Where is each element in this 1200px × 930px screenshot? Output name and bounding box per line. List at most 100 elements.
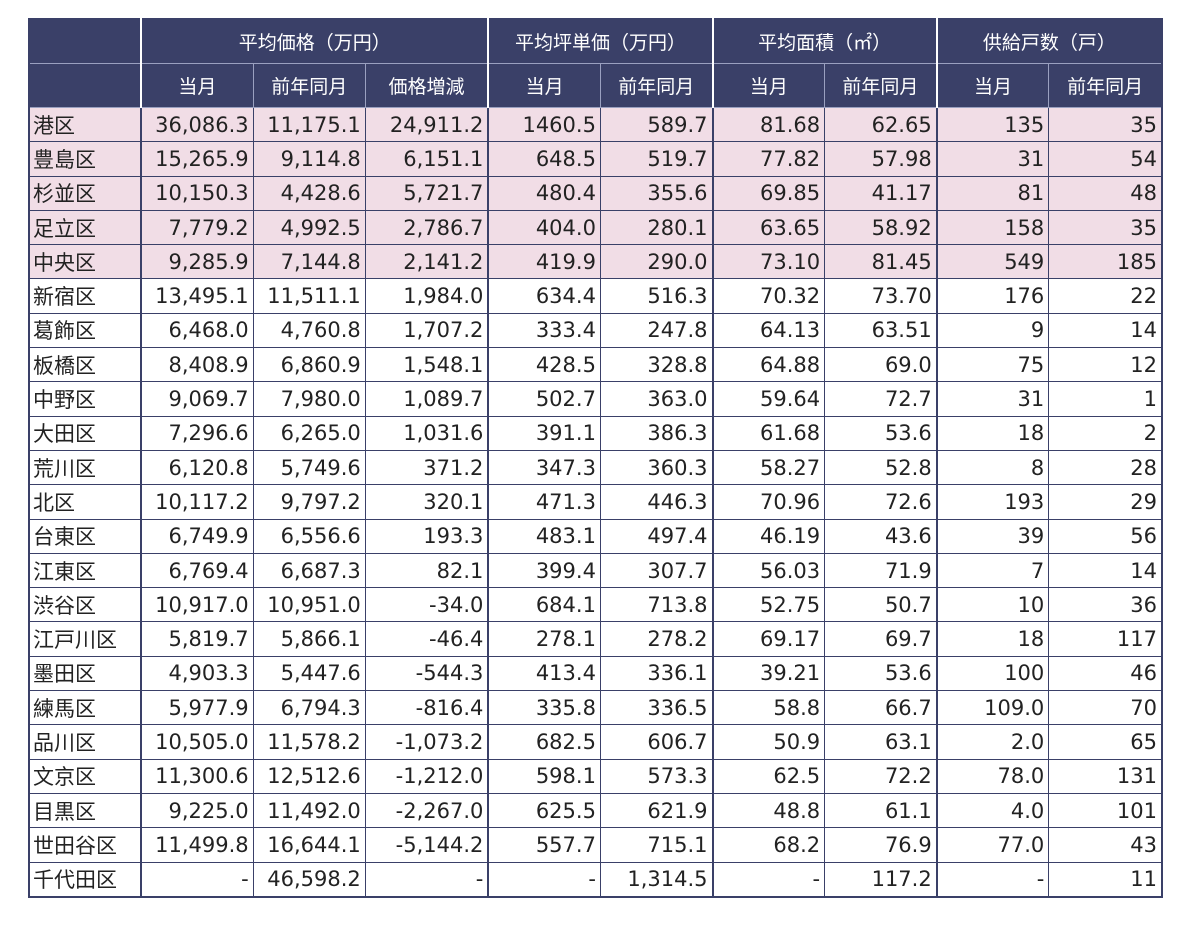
value-cell: 13,495.1 — [140, 278, 254, 314]
value-cell: 307.7 — [599, 552, 714, 589]
value-cell: 2 — [1048, 415, 1163, 451]
value-cell: 57.98 — [824, 141, 938, 177]
value-cell: 43.6 — [824, 518, 938, 554]
value-cell: 428.5 — [487, 347, 601, 383]
value-cell: 598.1 — [487, 758, 601, 794]
value-cell: 11,300.6 — [140, 758, 254, 794]
table-row: 目黒区 9,225.0 11,492.0 -2,267.0 625.5 621.9 48.8… — [28, 792, 1163, 829]
value-cell: 36 — [1048, 587, 1163, 623]
table-row: 荒川区 6,120.8 5,749.6 371.2 347.3 360.3 58.27 52.… — [28, 449, 1163, 486]
value-cell: 7,296.6 — [140, 415, 254, 451]
value-cell: 69.85 — [712, 175, 826, 211]
table-row: 中野区 9,069.7 7,980.0 1,089.7 502.7 363.0 59.64 7… — [28, 381, 1163, 417]
table-row: 葛飾区 6,468.0 4,760.8 1,707.2 333.4 247.8 64.13 6… — [28, 312, 1163, 349]
table-header: 平均価格（万円） 平均坪単価（万円） 平均面積（㎡） 供給戸数（戸） 当月 前年同月 価格… — [28, 18, 1163, 108]
ward-name-cell: 豊島区 — [28, 141, 143, 177]
header-sub-cell: 価格増減 — [364, 63, 490, 108]
value-cell: 53.6 — [824, 655, 938, 692]
value-cell: 419.9 — [487, 244, 601, 280]
value-cell: 48 — [1048, 175, 1163, 211]
value-cell: 6,749.9 — [140, 518, 254, 554]
value-cell: 53.6 — [824, 415, 938, 451]
value-cell: 69.0 — [824, 347, 938, 383]
value-cell: 6,794.3 — [252, 690, 366, 726]
value-cell: 77.82 — [712, 141, 826, 177]
value-cell: 72.2 — [824, 758, 938, 794]
value-cell: 11,578.2 — [252, 724, 366, 760]
value-cell: 648.5 — [487, 141, 601, 177]
value-cell: 70.32 — [712, 278, 826, 314]
value-cell: 81.68 — [712, 106, 826, 143]
value-cell: 625.5 — [487, 792, 601, 829]
value-cell: 355.6 — [599, 175, 714, 211]
value-cell: 46,598.2 — [252, 861, 366, 898]
value-cell: 502.7 — [487, 381, 601, 417]
value-cell: -544.3 — [364, 655, 490, 692]
value-cell: 1,314.5 — [599, 861, 714, 898]
value-cell: 11,492.0 — [252, 792, 366, 829]
value-cell: 72.6 — [824, 484, 938, 520]
value-cell: 58.92 — [824, 209, 938, 246]
value-cell: -5,144.2 — [364, 827, 490, 863]
value-cell: 5,819.7 — [140, 621, 254, 657]
header-group-cell: 平均価格（万円） — [140, 18, 490, 64]
value-cell: 11 — [1048, 861, 1163, 898]
value-cell: 73.70 — [824, 278, 938, 314]
value-cell: 72.7 — [824, 381, 938, 417]
ward-name-cell: 江戸川区 — [28, 621, 143, 657]
header-group-cell: 平均面積（㎡） — [712, 18, 938, 64]
value-cell: 480.4 — [487, 175, 601, 211]
value-cell: 6,556.6 — [252, 518, 366, 554]
header-group-row: 平均価格（万円） 平均坪単価（万円） 平均面積（㎡） 供給戸数（戸） — [28, 18, 1163, 64]
value-cell: 16,644.1 — [252, 827, 366, 863]
ward-name-cell: 足立区 — [28, 209, 143, 246]
ward-name-cell: 目黒区 — [28, 792, 143, 829]
table-row: 練馬区 5,977.9 6,794.3 -816.4 335.8 336.5 58.8 66.… — [28, 690, 1163, 726]
value-cell: -1,073.2 — [364, 724, 490, 760]
value-cell: -46.4 — [364, 621, 490, 657]
value-cell: 1 — [1048, 381, 1163, 417]
header-sub-cell: 前年同月 — [1048, 63, 1163, 108]
value-cell: 7,980.0 — [252, 381, 366, 417]
value-cell: 61.68 — [712, 415, 826, 451]
value-cell: 63.51 — [824, 312, 938, 349]
ward-name-cell: 板橋区 — [28, 347, 143, 383]
value-cell: 360.3 — [599, 449, 714, 486]
value-cell: 6,151.1 — [364, 141, 490, 177]
value-cell: 131 — [1048, 758, 1163, 794]
value-cell: 50.9 — [712, 724, 826, 760]
value-cell: 39.21 — [712, 655, 826, 692]
value-cell: 5,721.7 — [364, 175, 490, 211]
ward-name-cell: 世田谷区 — [28, 827, 143, 863]
value-cell: 185 — [1048, 244, 1163, 280]
value-cell: 280.1 — [599, 209, 714, 246]
value-cell: 5,866.1 — [252, 621, 366, 657]
value-cell: 5,749.6 — [252, 449, 366, 486]
value-cell: 549 — [936, 244, 1050, 280]
table-body: 港区 36,086.3 11,175.1 24,911.2 1460.5 589.7 81.… — [28, 106, 1163, 898]
table-row: 江東区 6,769.4 6,687.3 82.1 399.4 307.7 56.03 71.9… — [28, 552, 1163, 589]
value-cell: 52.75 — [712, 587, 826, 623]
value-cell: 193.3 — [364, 518, 490, 554]
value-cell: 176 — [936, 278, 1050, 314]
table-row: 品川区 10,505.0 11,578.2 -1,073.2 682.5 606.7 50.… — [28, 724, 1163, 760]
value-cell: 573.3 — [599, 758, 714, 794]
value-cell: 135 — [936, 106, 1050, 143]
value-cell: 320.1 — [364, 484, 490, 520]
table-row: 江戸川区 5,819.7 5,866.1 -46.4 278.1 278.2 69.17 69… — [28, 621, 1163, 657]
ward-name-cell: 新宿区 — [28, 278, 143, 314]
value-cell: 62.65 — [824, 106, 938, 143]
value-cell: 71.9 — [824, 552, 938, 589]
value-cell: 75 — [936, 347, 1050, 383]
table-row: 世田谷区 11,499.8 16,644.1 -5,144.2 557.7 715.1 68… — [28, 827, 1163, 863]
value-cell: 621.9 — [599, 792, 714, 829]
value-cell: 516.3 — [599, 278, 714, 314]
ward-name-cell: 大田区 — [28, 415, 143, 451]
value-cell: 63.65 — [712, 209, 826, 246]
value-cell: 7,779.2 — [140, 209, 254, 246]
value-cell: 6,769.4 — [140, 552, 254, 589]
value-cell: 2,786.7 — [364, 209, 490, 246]
value-cell: 48.8 — [712, 792, 826, 829]
value-cell: 328.8 — [599, 347, 714, 383]
value-cell: 10,150.3 — [140, 175, 254, 211]
